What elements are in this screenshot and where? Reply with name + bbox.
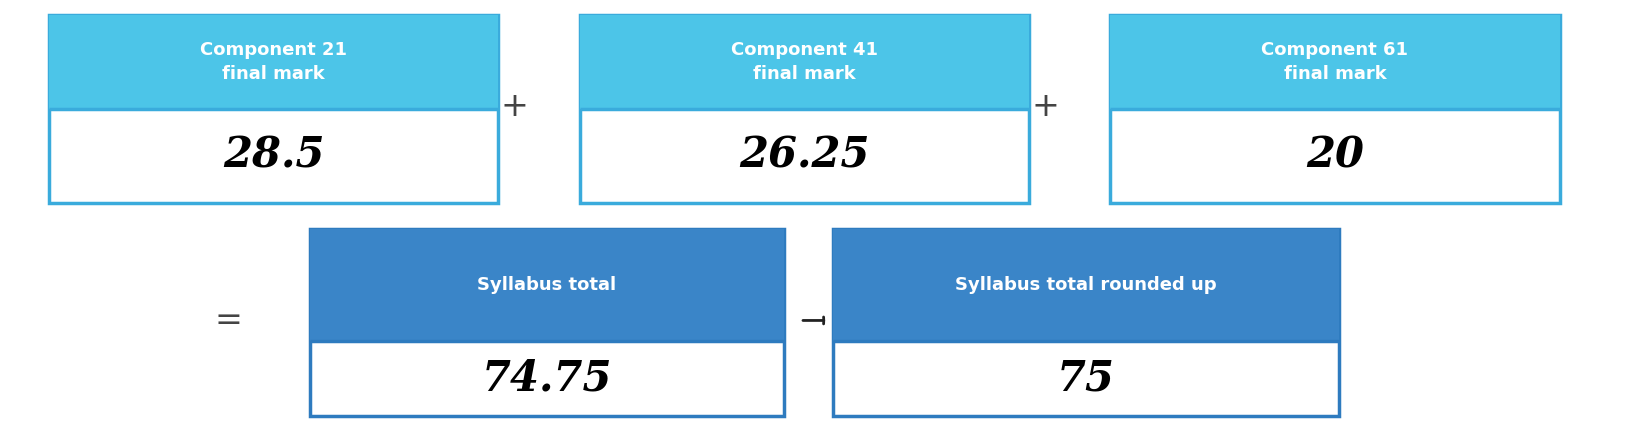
Text: Syllabus total rounded up: Syllabus total rounded up <box>955 276 1216 294</box>
Bar <box>579 15 1028 203</box>
Text: Component 21
final mark: Component 21 final mark <box>199 41 348 83</box>
Bar <box>310 229 783 416</box>
Bar <box>579 15 1028 109</box>
Text: +: + <box>1030 90 1059 123</box>
Bar <box>49 15 498 109</box>
Text: 74.75: 74.75 <box>481 358 612 400</box>
Bar <box>1110 15 1559 203</box>
Text: 75: 75 <box>1056 358 1115 400</box>
Bar <box>49 15 498 203</box>
Bar <box>832 229 1338 416</box>
Bar <box>1110 15 1559 109</box>
Text: 26.25: 26.25 <box>739 135 868 177</box>
Text: =: = <box>214 304 243 337</box>
Text: Component 61
final mark: Component 61 final mark <box>1260 41 1408 83</box>
Bar <box>832 229 1338 341</box>
Text: 28.5: 28.5 <box>222 135 325 177</box>
Text: +: + <box>499 90 529 123</box>
Bar <box>310 229 783 341</box>
Text: Syllabus total: Syllabus total <box>477 276 617 294</box>
Text: Component 41
final mark: Component 41 final mark <box>730 41 878 83</box>
Text: 20: 20 <box>1306 135 1363 177</box>
